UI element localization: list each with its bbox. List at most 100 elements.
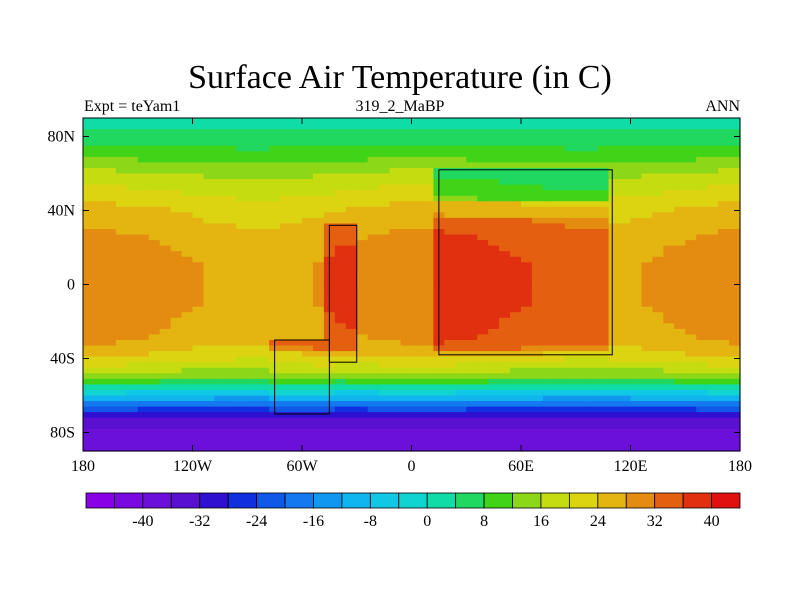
temperature-cell bbox=[531, 367, 544, 374]
temperature-cell bbox=[214, 151, 226, 158]
temperature-cell bbox=[674, 206, 686, 213]
temperature-cell bbox=[619, 439, 632, 447]
temperature-cell bbox=[345, 190, 358, 197]
temperature-cell bbox=[126, 123, 139, 130]
temperature-cell bbox=[499, 240, 511, 247]
temperature-cell bbox=[729, 118, 741, 125]
temperature-cell bbox=[148, 317, 161, 324]
temperature-cell bbox=[302, 284, 314, 291]
temperature-cell bbox=[126, 406, 139, 413]
temperature-cell bbox=[422, 273, 434, 280]
temperature-cell bbox=[367, 173, 380, 180]
temperature-cell bbox=[104, 290, 117, 297]
temperature-cell bbox=[531, 140, 544, 147]
temperature-cell bbox=[247, 345, 259, 352]
temperature-cell bbox=[83, 195, 95, 202]
temperature-cell bbox=[159, 340, 172, 347]
temperature-cell bbox=[93, 406, 106, 413]
temperature-cell bbox=[137, 345, 150, 352]
temperature-cell bbox=[93, 389, 106, 397]
temperature-cell bbox=[291, 439, 303, 447]
temperature-cell bbox=[411, 417, 424, 424]
temperature-cell bbox=[477, 295, 489, 302]
temperature-cell bbox=[367, 179, 380, 186]
temperature-cell bbox=[641, 212, 653, 219]
temperature-cell bbox=[652, 445, 664, 452]
temperature-cell bbox=[181, 262, 194, 269]
temperature-cell bbox=[181, 345, 194, 352]
temperature-cell bbox=[181, 301, 194, 308]
temperature-cell bbox=[269, 240, 281, 247]
temperature-cell bbox=[641, 312, 653, 319]
temperature-cell bbox=[181, 317, 194, 324]
temperature-cell bbox=[302, 240, 314, 247]
temperature-cell bbox=[510, 212, 522, 219]
temperature-cell bbox=[674, 439, 686, 447]
temperature-cell bbox=[542, 223, 555, 230]
temperature-cell bbox=[170, 323, 183, 330]
temperature-cell bbox=[488, 179, 500, 186]
temperature-cell bbox=[696, 134, 708, 141]
temperature-cell bbox=[236, 301, 248, 308]
temperature-cell bbox=[159, 284, 172, 291]
temperature-cell bbox=[312, 190, 325, 197]
temperature-cell bbox=[115, 284, 128, 291]
temperature-cell bbox=[323, 423, 336, 430]
temperature-cell bbox=[630, 140, 643, 147]
temperature-cell bbox=[302, 317, 314, 324]
temperature-cell bbox=[542, 284, 555, 291]
temperature-cell bbox=[729, 267, 741, 274]
temperature-cell bbox=[455, 389, 467, 397]
temperature-cell bbox=[225, 356, 237, 363]
temperature-cell bbox=[510, 417, 522, 424]
temperature-cell bbox=[192, 384, 205, 391]
temperature-cell bbox=[531, 123, 544, 130]
temperature-cell bbox=[542, 190, 555, 197]
temperature-cell bbox=[619, 362, 632, 369]
temperature-cell bbox=[203, 417, 215, 424]
temperature-cell bbox=[378, 295, 391, 302]
temperature-cell bbox=[126, 229, 139, 236]
temperature-cell bbox=[521, 417, 533, 424]
temperature-cell bbox=[148, 179, 161, 186]
temperature-cell bbox=[192, 334, 205, 341]
temperature-cell bbox=[641, 162, 653, 169]
temperature-cell bbox=[542, 367, 555, 374]
temperature-cell bbox=[170, 190, 183, 197]
temperature-cell bbox=[247, 129, 259, 136]
temperature-cell bbox=[159, 373, 172, 380]
temperature-cell bbox=[586, 267, 599, 274]
temperature-cell bbox=[608, 134, 621, 141]
temperature-cell bbox=[170, 356, 183, 363]
temperature-cell bbox=[499, 151, 511, 158]
temperature-cell bbox=[488, 140, 500, 147]
temperature-cell bbox=[247, 312, 259, 319]
temperature-cell bbox=[367, 190, 380, 197]
temperature-cell bbox=[170, 240, 183, 247]
temperature-cell bbox=[345, 328, 358, 336]
temperature-cell bbox=[214, 428, 226, 435]
temperature-cell bbox=[674, 423, 686, 430]
temperature-cell bbox=[192, 345, 205, 352]
temperature-cell bbox=[345, 317, 358, 324]
temperature-cell bbox=[564, 367, 577, 374]
temperature-cell bbox=[696, 190, 708, 197]
temperature-cell bbox=[531, 234, 544, 241]
temperature-cell bbox=[378, 367, 391, 374]
temperature-cell bbox=[214, 351, 226, 358]
temperature-cell bbox=[718, 362, 730, 369]
temperature-cell bbox=[400, 251, 413, 258]
temperature-cell bbox=[126, 173, 139, 180]
temperature-cell bbox=[367, 378, 380, 385]
temperature-cell bbox=[510, 123, 522, 130]
temperature-cell bbox=[466, 301, 478, 308]
temperature-cell bbox=[586, 123, 599, 130]
temperature-cell bbox=[181, 389, 194, 397]
temperature-cell bbox=[334, 328, 347, 336]
temperature-cell bbox=[608, 373, 621, 380]
temperature-cell bbox=[696, 245, 708, 252]
temperature-cell bbox=[455, 284, 467, 291]
temperature-cell bbox=[674, 134, 686, 141]
temperature-cell bbox=[707, 373, 719, 380]
temperature-cell bbox=[345, 378, 358, 385]
